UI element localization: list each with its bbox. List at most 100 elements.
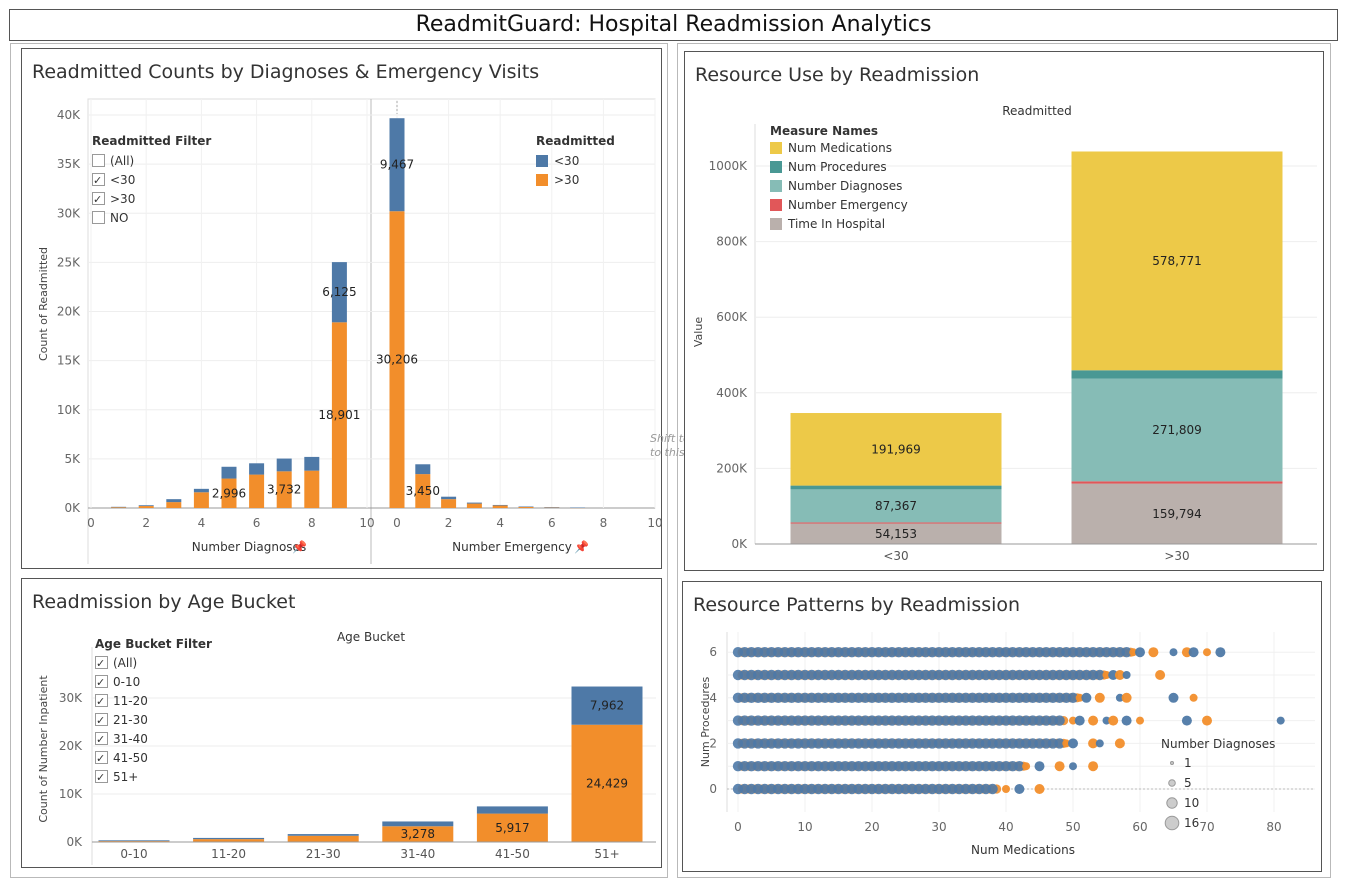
bar-segment xyxy=(331,322,347,508)
scatter-point xyxy=(1094,692,1105,703)
bar-segment xyxy=(111,507,127,508)
checkbox[interactable] xyxy=(92,171,105,190)
legend-item[interactable]: Num Medications xyxy=(770,139,908,158)
filter-item[interactable]: (All) xyxy=(95,654,212,673)
scatter-point xyxy=(1115,693,1124,702)
y-tick-label: 6 xyxy=(709,645,717,659)
dashboard-title: ReadmitGuard: Hospital Readmission Analy… xyxy=(415,12,932,37)
legend-item[interactable]: Number Diagnoses xyxy=(770,177,908,196)
pin-icon: 📌 xyxy=(574,539,589,554)
x-tick-label: 8 xyxy=(600,516,608,530)
legend-swatch xyxy=(770,180,782,192)
data-label: 7,962 xyxy=(590,699,624,713)
x-tick-label: 0 xyxy=(393,516,401,530)
size-legend-label: 1 xyxy=(1184,756,1192,770)
checkbox[interactable] xyxy=(92,211,105,224)
scatter-point xyxy=(1121,692,1132,703)
bar-segment xyxy=(304,470,320,508)
filter-item[interactable]: 11-20 xyxy=(95,692,212,711)
scatter-point xyxy=(1094,669,1105,681)
legend-label: <30 xyxy=(554,154,580,168)
checkbox[interactable] xyxy=(95,673,108,692)
data-label: 6,125 xyxy=(322,285,356,299)
bar-segment xyxy=(466,503,482,508)
filter-item[interactable]: >30 xyxy=(92,190,211,209)
checkbox[interactable] xyxy=(92,154,105,167)
bar-segment xyxy=(166,499,182,503)
legend-item[interactable]: <30 xyxy=(536,152,615,171)
y-tick-label: 0K xyxy=(66,835,83,849)
bar-segment xyxy=(138,506,154,508)
x-tick-label: 21-30 xyxy=(306,847,341,861)
x-tick-label: 2 xyxy=(445,516,453,530)
filter-item[interactable]: 51+ xyxy=(95,768,212,787)
filter-item[interactable]: 0-10 xyxy=(95,673,212,692)
data-label: 24,429 xyxy=(586,776,628,790)
checkbox[interactable] xyxy=(95,768,108,787)
filter-item-label: (All) xyxy=(110,154,135,168)
checkbox[interactable] xyxy=(95,692,108,711)
scatter-point xyxy=(1062,739,1071,748)
size-legend-marker xyxy=(1164,815,1180,831)
x-tick-label: 0 xyxy=(87,516,95,530)
scatter-point xyxy=(1169,648,1178,657)
bar-segment xyxy=(415,474,431,508)
bar-segment xyxy=(441,496,457,500)
bar-segment xyxy=(304,456,320,471)
checkbox[interactable] xyxy=(95,730,108,749)
filter-item-label: (All) xyxy=(113,656,138,670)
checkbox[interactable] xyxy=(95,711,108,730)
legend-item[interactable]: Num Procedures xyxy=(770,158,908,177)
x-tick-label: 50 xyxy=(1065,820,1080,834)
y-tick-label: 800K xyxy=(716,235,748,249)
resource-patterns-panel: Resource Patterns by Readmission 0 2 4 6 0 10… xyxy=(682,581,1322,872)
checkbox[interactable] xyxy=(95,654,108,673)
filter-item[interactable]: 41-50 xyxy=(95,749,212,768)
panel-title: Resource Patterns by Readmission xyxy=(693,594,1021,616)
filter-item[interactable]: NO xyxy=(92,209,211,228)
bar-segment xyxy=(492,504,508,506)
x-tick-label: 40 xyxy=(998,820,1013,834)
scatter-point xyxy=(1102,671,1111,679)
x-tick-label: 4 xyxy=(496,516,504,530)
checkbox[interactable] xyxy=(92,190,105,209)
x-tick-label: 51+ xyxy=(594,847,619,861)
filter-item-label: 21-30 xyxy=(113,713,148,727)
bar-segment xyxy=(476,813,548,842)
legend-item[interactable]: Time In Hospital xyxy=(770,215,908,234)
filter-item[interactable]: (All) xyxy=(92,152,211,171)
filter-item[interactable]: <30 xyxy=(92,171,211,190)
filter-item-label: >30 xyxy=(110,192,136,206)
legend-item[interactable]: >30 xyxy=(536,171,615,190)
bar-segment xyxy=(98,840,170,842)
filter-item-label: NO xyxy=(110,211,129,225)
size-legend-title: Number Diagnoses xyxy=(1161,737,1275,751)
scatter-point xyxy=(1088,715,1099,726)
scatter-point xyxy=(1121,647,1132,658)
data-label: 2,996 xyxy=(212,486,246,500)
size-legend-marker xyxy=(1170,761,1174,765)
bar-segment xyxy=(1071,151,1283,371)
scatter-point xyxy=(1155,670,1166,680)
bar-segment xyxy=(1071,483,1283,544)
filter-item-label: <30 xyxy=(110,173,136,187)
data-label: 271,809 xyxy=(1152,423,1202,437)
bar-segment xyxy=(166,502,182,508)
filter-item[interactable]: 21-30 xyxy=(95,711,212,730)
checkbox[interactable] xyxy=(95,749,108,768)
data-label: 3,732 xyxy=(267,483,301,497)
panel-title: Resource Use by Readmission xyxy=(695,64,980,86)
bar-segment xyxy=(287,835,359,842)
bar-segment xyxy=(249,474,265,508)
y-tick-label: 30K xyxy=(57,206,81,220)
legend-item[interactable]: Number Emergency xyxy=(770,196,908,215)
readmitted-legend: Readmitted <30 >30 xyxy=(536,134,615,190)
age-bucket-filter: Age Bucket Filter (All) 0-10 11-20 21-30 31-… xyxy=(95,637,212,787)
scatter-point xyxy=(1202,715,1212,726)
y-tick-label: 5K xyxy=(64,452,81,466)
y-axis-title: Value xyxy=(692,317,705,347)
y-tick-label: 10K xyxy=(57,403,81,417)
filter-item[interactable]: 31-40 xyxy=(95,730,212,749)
x-tick-label: 10 xyxy=(797,820,812,834)
bar-segment xyxy=(492,505,508,508)
